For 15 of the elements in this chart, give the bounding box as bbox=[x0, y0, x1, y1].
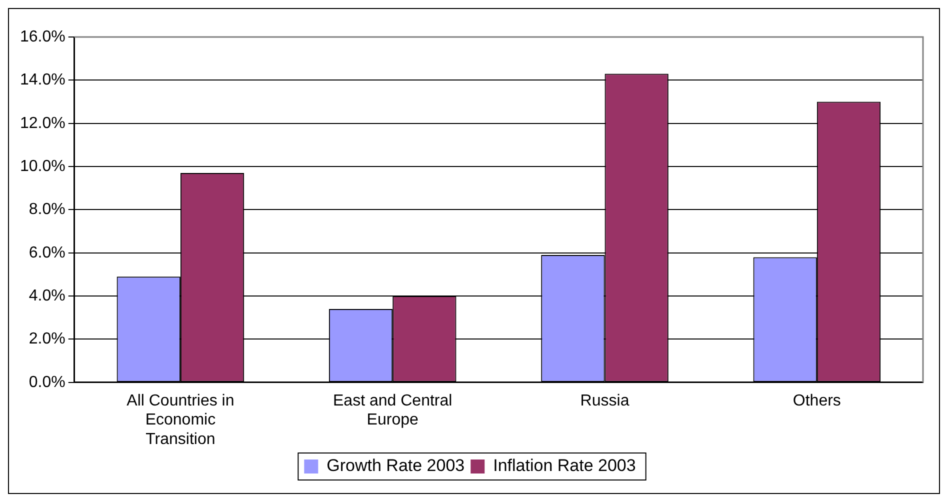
y-tick-label: 6.0% bbox=[28, 244, 66, 262]
x-tick-label: All Countries in Economic Transition bbox=[126, 392, 234, 448]
y-tick-label: 12.0% bbox=[20, 114, 66, 132]
x-tick-label: Others bbox=[792, 392, 841, 410]
y-tick-label: 0.0% bbox=[28, 374, 66, 391]
legend-label: Inflation Rate 2003 bbox=[493, 456, 636, 476]
y-tick-label: 16.0% bbox=[20, 28, 66, 46]
y-tick-label: 8.0% bbox=[28, 201, 66, 218]
x-tick-label: East and Central Europe bbox=[333, 392, 452, 429]
y-tick-label: 10.0% bbox=[20, 158, 66, 175]
y-tick-label: 4.0% bbox=[28, 287, 66, 304]
y-tick-label: 2.0% bbox=[28, 330, 66, 348]
x-tick-label: Russia bbox=[580, 392, 630, 410]
legend-label: Growth Rate 2003 bbox=[326, 456, 465, 476]
y-tick-label: 14.0% bbox=[20, 72, 66, 89]
